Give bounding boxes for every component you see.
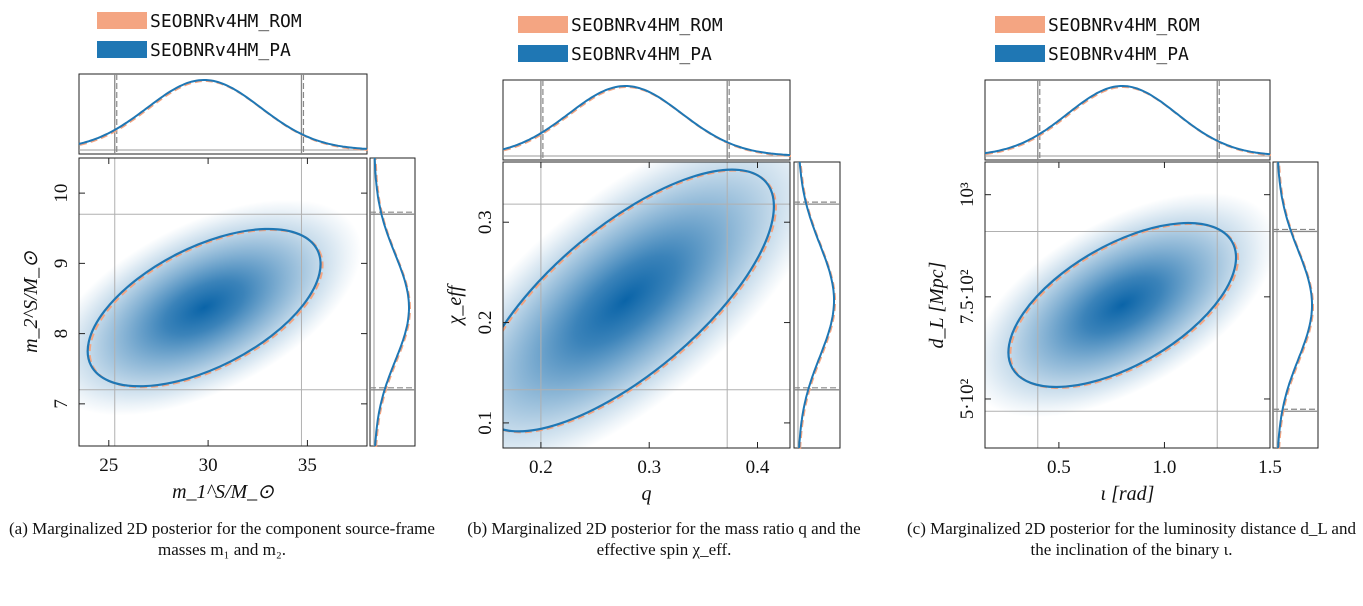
contour-rom: [1009, 223, 1240, 389]
contour-pa: [1007, 221, 1238, 389]
contour-pa: [86, 227, 322, 388]
density-layer: [503, 162, 790, 448]
x-tick-label: 0.5: [1047, 457, 1071, 478]
x-axis-label: ι [rad]: [1101, 483, 1155, 505]
caption-3: (c) Marginalized 2D posterior for the lu…: [907, 519, 1356, 559]
side-marginal-frame: [793, 161, 841, 449]
x-tick-label: 35: [298, 455, 317, 476]
legend-label-rom: SEOBNRv4HM_ROM: [1048, 15, 1200, 36]
side-marginal-frame: [1272, 161, 1319, 449]
y-tick-label: 0.1: [475, 411, 496, 435]
caption-1: (a) Marginalized 2D posterior for the co…: [9, 519, 435, 559]
side-marginal-frame: [369, 157, 416, 447]
y-tick-label: 0.2: [475, 311, 496, 335]
legend-swatch-rom: [97, 12, 147, 29]
main-frame: [984, 161, 1271, 449]
x-tick-label: 0.4: [746, 457, 770, 478]
x-tick-label: 25: [99, 455, 118, 476]
contour-pa: [503, 168, 775, 433]
side-marginal-pa: [1277, 161, 1313, 449]
legend-swatch-pa: [97, 41, 147, 58]
legend-label-pa: SEOBNRv4HM_PA: [1048, 44, 1189, 65]
y-tick-label: 10³: [957, 182, 978, 207]
side-marginal-pa: [798, 161, 835, 449]
legend-swatch-pa: [995, 45, 1045, 62]
contour-rom: [88, 228, 324, 389]
corner-panel-2: 0.2 0.3 0.4 0.1 0.2 0.3 q χ_eff SEOBNRv4HM_ROM SE…: [444, 15, 841, 505]
y-tick-label: 5·10²: [957, 378, 978, 419]
y-tick-label: 7.5·10²: [957, 269, 978, 324]
caption-2: (b) Marginalized 2D posterior for the ma…: [467, 519, 861, 559]
y-tick-label: 10: [51, 184, 72, 203]
posterior-density: [79, 199, 362, 416]
legend-label-rom: SEOBNRv4HM_ROM: [571, 15, 723, 36]
side-marginal-pa: [373, 157, 410, 447]
x-tick-label: 1.0: [1153, 457, 1177, 478]
legend-label-rom: SEOBNRv4HM_ROM: [150, 11, 302, 32]
legend-label-pa: SEOBNRv4HM_PA: [150, 40, 291, 61]
y-axis-label: χ_eff: [444, 283, 466, 326]
x-tick-label: 30: [199, 455, 218, 476]
main-frame: [78, 157, 368, 447]
x-axis-label: q: [642, 483, 652, 505]
legend-label-pa: SEOBNRv4HM_PA: [571, 44, 712, 65]
y-tick-label: 7: [51, 399, 72, 409]
top-marginal-frame: [984, 79, 1271, 161]
legend-swatch-pa: [518, 45, 568, 62]
legend-swatch-rom: [995, 16, 1045, 33]
top-marginal-pa: [78, 79, 368, 150]
y-axis-label: d_L [Mpc]: [926, 262, 948, 349]
corner-panel-3: 0.5 1.0 1.5 5·10² 7.5·10² 10³ ι [rad] d_L [Mpc]…: [926, 15, 1319, 505]
corner-panel-1: 25 30 35 7 8 9 10 m_1^S/M_⊙ m_2^S/M_⊙ SEOBNRv4HM_…: [20, 11, 416, 503]
x-tick-label: 1.5: [1258, 457, 1282, 478]
top-marginal-frame: [502, 79, 791, 161]
top-marginal-pa: [502, 85, 791, 156]
top-marginal-pa: [984, 85, 1271, 156]
legend-swatch-rom: [518, 16, 568, 33]
main-frame: [502, 161, 791, 449]
y-tick-label: 8: [51, 329, 72, 339]
posterior-density: [985, 192, 1270, 418]
density-layer: [79, 158, 367, 446]
y-axis-label: m_2^S/M_⊙: [20, 251, 42, 353]
x-tick-label: 0.2: [529, 457, 553, 478]
y-tick-label: 0.3: [475, 210, 496, 234]
density-layer: [985, 162, 1270, 448]
y-tick-label: 9: [51, 259, 72, 269]
x-axis-label: m_1^S/M_⊙: [172, 481, 274, 503]
x-tick-label: 0.3: [637, 457, 661, 478]
